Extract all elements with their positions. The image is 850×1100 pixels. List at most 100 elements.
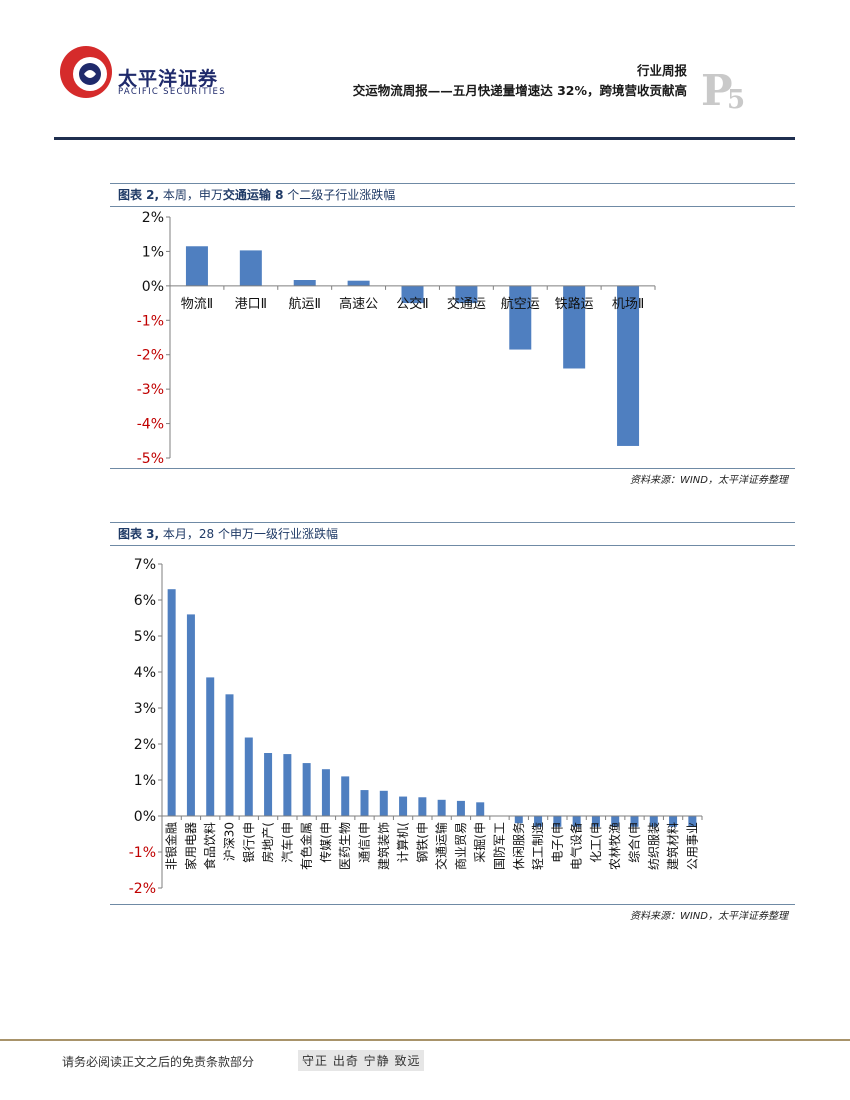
- fig2-bar: [347, 280, 370, 286]
- figure2-caption: 图表 2, 本周，申万交通运输 8 个二级子行业涨跌幅: [118, 186, 395, 203]
- company-slogan: 守正 出奇 宁静 致远: [298, 1050, 425, 1071]
- fig3-y-tick-label: 4%: [134, 665, 156, 681]
- fig2-bar: [185, 246, 208, 286]
- fig2-y-tick-label: 0%: [142, 279, 164, 295]
- fig3-category-label: 采掘(申: [472, 822, 487, 863]
- fig3-category-label: 休闲服务: [511, 822, 526, 870]
- fig3-category-label: 商业贸易: [453, 822, 468, 870]
- fig2-bar: [401, 285, 424, 304]
- fig3-bar: [167, 589, 176, 816]
- fig3-category-label: 通信(申: [358, 822, 372, 863]
- fig3-category-label: 轻工制造: [531, 822, 545, 870]
- logo-swirl: [84, 70, 96, 78]
- fig3-category-label: 传媒(申: [318, 822, 333, 863]
- fig3-y-tick-label: 7%: [134, 557, 156, 573]
- fig3-bar: [264, 753, 273, 816]
- figure2-caption-text-a: 本周，申万: [159, 188, 223, 202]
- fig3-bar: [360, 790, 369, 816]
- brand-name-en: PACIFIC SECURITIES: [118, 87, 226, 97]
- fig3-y-tick-label: 1%: [134, 773, 156, 789]
- pacific-securities-logo: [60, 46, 112, 98]
- footer-rule: [0, 1039, 850, 1041]
- fig3-bar: [244, 737, 253, 816]
- fig2-category-label: 公交Ⅱ: [396, 296, 428, 312]
- fig3-bar: [591, 816, 600, 827]
- figure3-caption: 图表 3, 本月，28 个申万一级行业涨跌幅: [118, 525, 338, 542]
- fig3-category-label: 综合(申: [627, 822, 642, 863]
- figure2-chart-bottom-line: [110, 468, 795, 469]
- fig3-bar: [534, 816, 543, 827]
- figure3-caption-bottom-line: [110, 545, 795, 546]
- fig3-category-label: 农林牧渔: [608, 822, 622, 870]
- fig2-y-tick-label: 1%: [142, 244, 164, 260]
- fig3-bar: [437, 799, 446, 816]
- fig3-category-label: 纺织服装: [647, 822, 661, 870]
- fig3-category-label: 家用电器: [183, 822, 198, 870]
- fig3-y-tick-label: 5%: [134, 629, 156, 645]
- fig3-bar: [630, 816, 639, 827]
- fig3-bar: [321, 769, 330, 816]
- fig3-bar: [476, 802, 485, 816]
- fig2-bar: [455, 285, 478, 304]
- fig3-y-tick-label: 3%: [134, 701, 156, 717]
- fig3-category-label: 沪深30: [223, 822, 237, 861]
- fig3-bar: [283, 754, 292, 816]
- fig3-category-label: 计算机(: [395, 822, 410, 863]
- fig2-category-label: 物流Ⅱ: [181, 297, 213, 312]
- fig3-bar: [302, 763, 311, 816]
- fig3-bar: [418, 797, 427, 816]
- fig2-category-label: 航运Ⅱ: [289, 296, 321, 312]
- fig2-bar: [239, 250, 262, 286]
- figure3-caption-top-line: [110, 522, 795, 523]
- fig3-category-label: 化工(申: [589, 822, 603, 863]
- fig3-bar: [379, 790, 388, 816]
- figure2-caption-bottom-line: [110, 206, 795, 207]
- fig2-y-tick-label: -2%: [137, 348, 164, 364]
- fig2-bar: [293, 280, 316, 286]
- report-type: 行业周报: [636, 63, 687, 78]
- fig3-y-tick-label: -2%: [129, 881, 156, 897]
- header-rule: [54, 137, 795, 140]
- figure3-caption-prefix: 图表 3,: [118, 527, 160, 541]
- fig2-category-label: 交通运: [447, 296, 486, 312]
- fig3-bar: [399, 796, 408, 816]
- fig3-category-label: 汽车(申: [279, 822, 294, 863]
- fig3-category-label: 钢铁(申: [415, 822, 429, 863]
- fig2-category-label: 航空运: [501, 296, 540, 312]
- figure3-chart: 7% 6% 5% 4% 3% 2% 1% 0% -1% -2% 非银金融 家用电器 食品饮料 沪深30 银行…: [129, 557, 703, 897]
- fig3-category-label: 有色金属: [299, 822, 314, 870]
- fig3-bar: [456, 800, 465, 816]
- fig2-y-tick-label: -4%: [137, 417, 164, 433]
- fig2-y-tick-label: -1%: [137, 313, 164, 329]
- page-number: 5: [727, 85, 746, 115]
- fig3-bar: [553, 816, 562, 827]
- fig3-category-label: 银行(申: [242, 822, 256, 863]
- fig3-category-label: 非银金融: [164, 822, 179, 870]
- fig3-bar: [206, 677, 215, 816]
- fig3-bar: [572, 816, 581, 827]
- brand-name-cn: 太平洋证券: [118, 68, 219, 90]
- figure2-caption-bold: 交通运输 8: [222, 188, 284, 202]
- fig3-category-label: 建筑材料: [665, 822, 680, 870]
- fig2-bar: [617, 285, 640, 446]
- fig3-bar: [669, 816, 678, 827]
- fig2-category-label: 高速公: [339, 296, 378, 312]
- figure3-chart-bottom-line: [110, 904, 795, 905]
- fig2-category-label: 机场Ⅱ: [612, 297, 644, 312]
- fig2-bar: [509, 285, 532, 350]
- fig3-category-label: 公用事业: [685, 822, 699, 870]
- figure2-caption-prefix: 图表 2,: [118, 188, 160, 202]
- fig3-category-label: 电气设备: [569, 822, 584, 870]
- fig3-category-label: 房地产(: [260, 822, 275, 863]
- disclaimer-note: 请务必阅读正文之后的免责条款部分: [62, 1055, 255, 1069]
- fig3-category-label: 交通运输: [434, 822, 449, 870]
- page-letter: P: [701, 66, 733, 115]
- fig3-bar: [186, 614, 195, 816]
- fig3-y-tick-label: 6%: [134, 593, 156, 609]
- fig2-y-tick-label: -5%: [137, 451, 164, 467]
- figure2-chart: 2% 1% 0% -1% -2% -3% -4% -5% 物流Ⅱ 港口Ⅱ 航运Ⅱ 高速公 公交Ⅱ 交通运航…: [137, 210, 656, 467]
- fig2-y-tick-label: 2%: [142, 210, 164, 226]
- figure2-source: 资料来源：WIND，太平洋证券整理: [629, 475, 788, 486]
- fig3-bar: [341, 776, 350, 816]
- fig3-bar: [649, 816, 658, 827]
